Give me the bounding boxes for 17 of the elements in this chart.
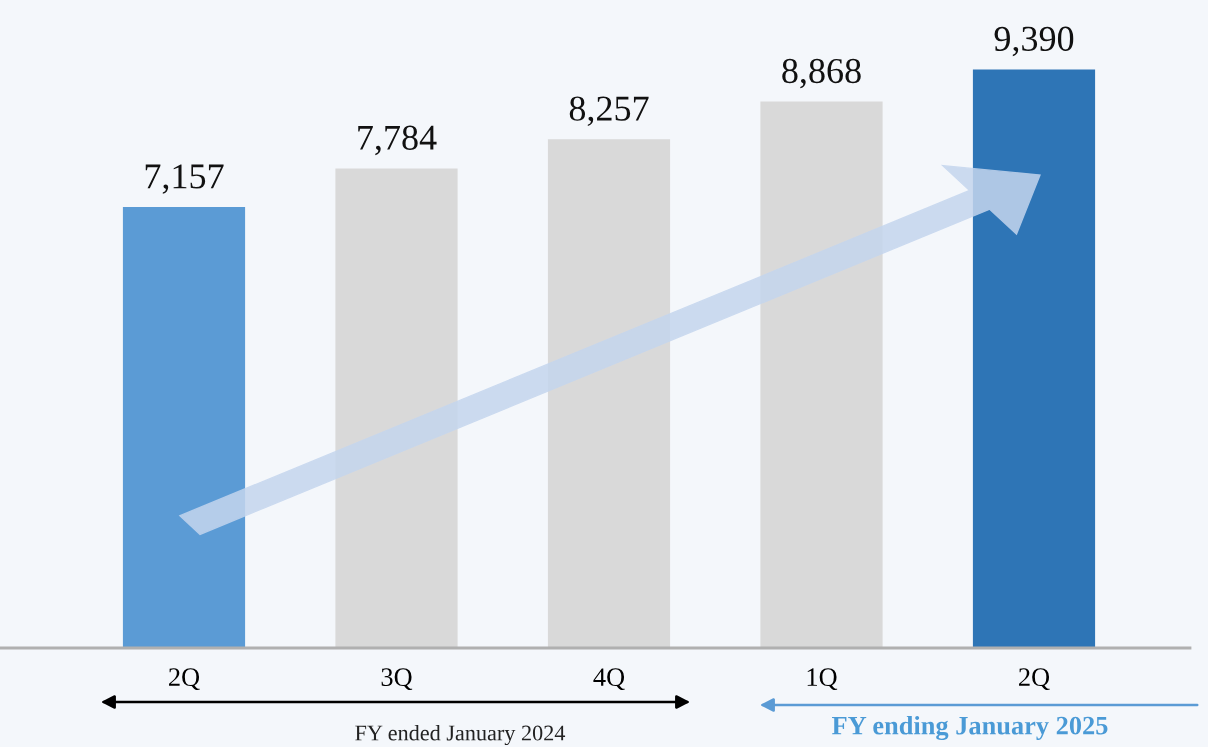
data-label: 8,868 xyxy=(782,58,861,89)
bar xyxy=(335,168,458,648)
data-label: 7,784 xyxy=(358,125,437,156)
x-tick-label: 4Q xyxy=(593,668,625,691)
x-tick-label: 2Q xyxy=(1019,668,1050,691)
data-label: 9,390 xyxy=(994,26,1074,57)
x-tick-label: 1Q xyxy=(807,668,838,691)
bar xyxy=(547,139,671,648)
data-label: 8,257 xyxy=(569,96,649,126)
bar xyxy=(760,101,883,648)
bar xyxy=(972,69,1096,648)
x-tick-label: 2Q xyxy=(169,668,200,691)
data-label: 7,157 xyxy=(145,164,224,194)
text: FY ended January 2024 xyxy=(355,724,566,746)
bar xyxy=(122,207,246,648)
x-tick-label: 3Q xyxy=(381,668,413,691)
text: FY ending January 2025 xyxy=(832,715,1108,741)
